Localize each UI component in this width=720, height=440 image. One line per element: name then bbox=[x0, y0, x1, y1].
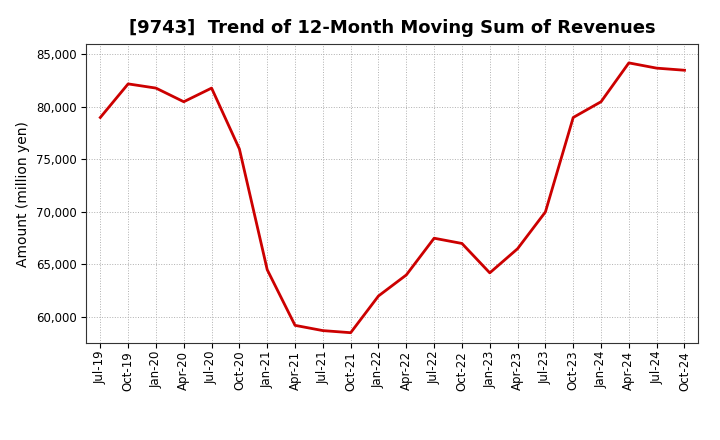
Title: [9743]  Trend of 12-Month Moving Sum of Revenues: [9743] Trend of 12-Month Moving Sum of R… bbox=[129, 19, 656, 37]
Y-axis label: Amount (million yen): Amount (million yen) bbox=[17, 121, 30, 267]
